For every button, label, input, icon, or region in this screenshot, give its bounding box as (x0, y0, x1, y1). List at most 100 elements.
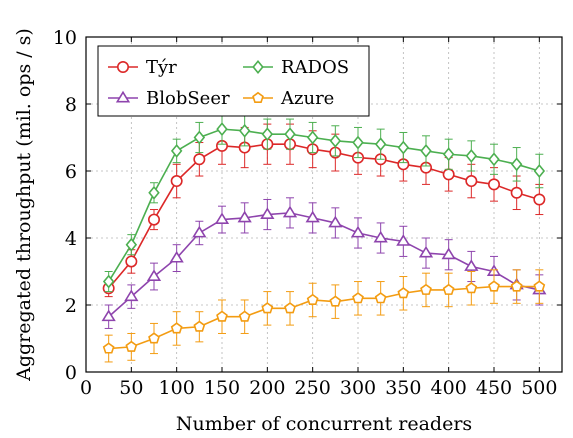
data-point (533, 280, 546, 292)
data-point (418, 245, 434, 258)
data-point (488, 152, 500, 167)
data-point (124, 289, 139, 302)
legend-entry-3: Azure (243, 88, 334, 109)
data-point (352, 292, 364, 304)
data-point (442, 168, 455, 181)
legend-label: BlobSeer (146, 88, 230, 109)
legend-marker (117, 60, 130, 73)
data-point (169, 250, 184, 263)
data-point (420, 283, 432, 295)
data-point (238, 310, 251, 322)
data-point (125, 340, 138, 352)
x-axis-label: Number of concurrent readers (176, 413, 472, 435)
x-tick-label: 500 (521, 377, 557, 399)
data-point (373, 230, 388, 243)
data-point (352, 135, 364, 150)
x-tick-label: 200 (249, 377, 285, 399)
legend-label: Týr (146, 57, 177, 78)
legend: Týr RADOS BlobSeer Azure (97, 45, 370, 117)
data-point (306, 293, 319, 305)
y-tick-label: 4 (65, 228, 77, 250)
data-point (193, 130, 206, 145)
data-point (488, 280, 500, 292)
data-point (284, 302, 296, 314)
x-tick-label: 450 (476, 377, 512, 399)
data-point (396, 234, 411, 246)
data-point (397, 287, 410, 299)
data-point (420, 143, 432, 158)
y-tick-label: 10 (53, 27, 77, 49)
x-tick-label: 400 (431, 377, 467, 399)
legend-entry-1: RADOS (243, 57, 349, 78)
data-point (329, 295, 342, 307)
data-point (465, 148, 478, 163)
data-point (284, 127, 296, 142)
series-layer (101, 113, 547, 363)
series-line (108, 212, 540, 318)
x-tick-label: 300 (340, 377, 376, 399)
series-3 (102, 269, 546, 363)
series-line (108, 285, 540, 350)
legend-entry-2: BlobSeer (108, 88, 230, 109)
data-point (397, 140, 410, 155)
data-point (125, 237, 138, 252)
x-tick-label: 150 (204, 377, 240, 399)
data-point (441, 247, 456, 260)
x-tick-label: 250 (295, 377, 331, 399)
y-tick-label: 0 (65, 362, 77, 384)
data-point (170, 175, 183, 188)
data-point (260, 207, 275, 219)
legend-entry-0: Týr (108, 57, 177, 78)
legend-label: Azure (280, 88, 334, 109)
data-point (146, 269, 162, 281)
data-point (193, 320, 206, 332)
data-point (350, 225, 366, 238)
data-point (487, 178, 500, 191)
data-point (238, 123, 251, 138)
data-point (374, 137, 387, 152)
data-point (170, 322, 183, 334)
data-point (510, 157, 523, 172)
x-tick-label: 100 (159, 377, 195, 399)
data-point (170, 143, 183, 158)
data-point (101, 309, 116, 322)
legend-marker (115, 90, 131, 103)
data-point (125, 255, 138, 268)
data-point (214, 212, 230, 225)
data-point (306, 130, 319, 145)
legend-marker (252, 60, 264, 74)
legend-label: RADOS (281, 57, 349, 78)
data-point (237, 210, 252, 223)
data-point (148, 332, 160, 344)
data-point (329, 133, 342, 148)
data-point (328, 215, 343, 228)
data-point (148, 185, 160, 200)
y-axis-label: Aggregated throughput (mil. ops / s) (13, 28, 35, 382)
series-0 (102, 123, 546, 298)
x-tick-label: 0 (80, 377, 92, 399)
y-tick-label: 8 (65, 94, 77, 116)
data-point (533, 193, 546, 206)
data-point (193, 153, 206, 166)
data-point (216, 310, 228, 322)
data-point (102, 274, 115, 289)
legend-box (97, 45, 370, 117)
x-tick-label: 50 (119, 377, 143, 399)
series-2 (101, 197, 547, 329)
data-point (442, 147, 455, 162)
data-point (374, 292, 387, 304)
data-point (533, 164, 546, 178)
axis-ticks: 0 50 100 150 200 250 300 350 400 450 500 0 2 4 6 8 10 (53, 27, 562, 399)
data-point (192, 225, 207, 238)
data-point (465, 282, 478, 294)
y-tick-label: 6 (65, 161, 77, 183)
data-point (510, 280, 523, 292)
data-point (442, 283, 455, 295)
legend-marker (252, 91, 264, 104)
data-point (261, 127, 274, 142)
data-point (261, 302, 274, 314)
data-point (216, 122, 228, 137)
data-point (148, 213, 161, 226)
data-point (282, 205, 298, 218)
